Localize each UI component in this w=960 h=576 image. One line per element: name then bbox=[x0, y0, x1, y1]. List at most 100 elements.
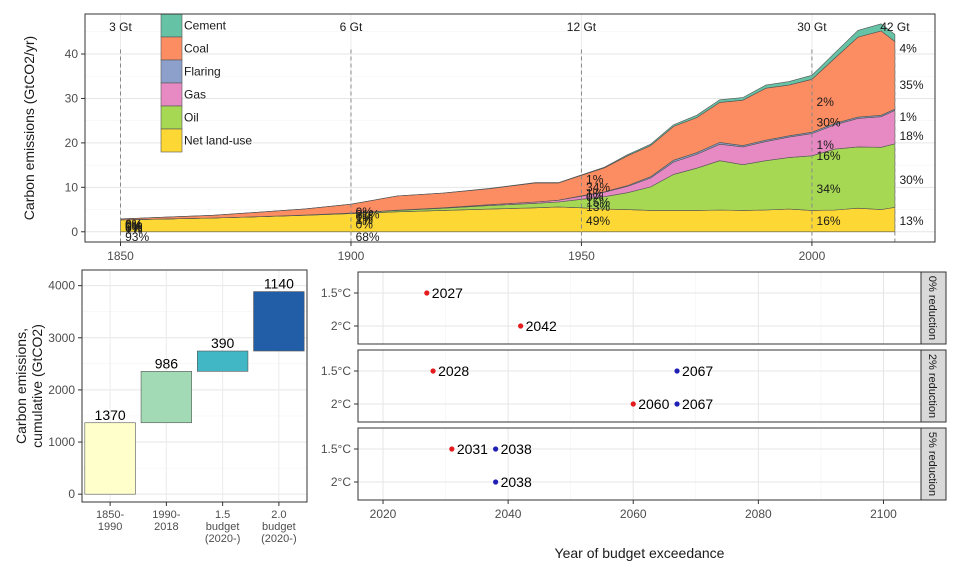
y-tick-label: 0 bbox=[68, 487, 75, 501]
facet-panel: 2031 2038 2038 5% reduction 1.5°C 2°C bbox=[321, 427, 947, 501]
facet-strip-label: 5% reduction bbox=[926, 432, 938, 496]
panel-background bbox=[358, 428, 921, 500]
percent-label: 1% bbox=[900, 110, 918, 124]
point-label: 2027 bbox=[432, 285, 463, 301]
percent-label: 0% bbox=[356, 218, 374, 232]
x-tick-label: 2100 bbox=[870, 507, 897, 521]
percent-label: 3% bbox=[125, 220, 143, 234]
point-label: 2031 bbox=[457, 441, 488, 457]
percent-label: 34% bbox=[586, 180, 610, 194]
legend-key bbox=[160, 36, 183, 61]
exceedance-chart: 2027 2042 0% reduction 1.5°C 2°C 2028 2067 2060… bbox=[321, 271, 947, 561]
point-label: 2067 bbox=[682, 396, 713, 412]
scatter-point bbox=[674, 401, 680, 407]
y-tick-label: 2°C bbox=[331, 475, 351, 489]
area-chart: 3 Gt 6 Gt 12 Gt 30 Gt 42 Gt0%3%1%0%0%0%93%0%… bbox=[21, 13, 936, 263]
point-label: 2067 bbox=[682, 363, 713, 379]
y-tick-label: 40 bbox=[65, 47, 79, 61]
facet-strip bbox=[920, 427, 947, 501]
waterfall-bar bbox=[140, 371, 192, 424]
waterfall-bar bbox=[197, 350, 249, 372]
percent-label: 93% bbox=[125, 230, 149, 244]
percent-label: 30% bbox=[817, 115, 841, 129]
percent-label: 1% bbox=[586, 187, 604, 201]
percent-label: 1% bbox=[125, 223, 143, 237]
percent-label: 13% bbox=[586, 200, 610, 214]
y-tick-label: 20 bbox=[65, 136, 79, 150]
scatter-point bbox=[430, 368, 436, 374]
facet-strip bbox=[920, 271, 947, 345]
facet-strip-label: 2% reduction bbox=[926, 354, 938, 418]
point-label: 2060 bbox=[638, 396, 669, 412]
y-tick-label: 2°C bbox=[331, 319, 351, 333]
bar-value-label: 390 bbox=[211, 335, 235, 351]
panel-border bbox=[84, 13, 936, 243]
y-tick-label: 2000 bbox=[48, 383, 75, 397]
x-tick-label: 2000 bbox=[799, 249, 826, 263]
scatter-point bbox=[674, 368, 680, 374]
percent-label: 0% bbox=[356, 210, 374, 224]
y-tick-label: 3000 bbox=[48, 331, 75, 345]
percent-label: 68% bbox=[356, 230, 380, 244]
x-tick-label: 2080 bbox=[745, 507, 772, 521]
x-tick-label: 1.5 budget (2020-) bbox=[205, 509, 240, 545]
bar-value-label: 986 bbox=[155, 355, 179, 371]
facet-panel: 2028 2067 2060 2067 2% reduction 1.5°C 2°C bbox=[321, 349, 947, 423]
y-axis-label: Carbon emissions (GtCO2/yr) bbox=[21, 36, 37, 220]
percent-label: 16% bbox=[817, 214, 841, 228]
scatter-point bbox=[630, 401, 636, 407]
legend-key bbox=[160, 105, 183, 130]
y-tick-label: 30 bbox=[65, 91, 79, 105]
point-label: 2042 bbox=[526, 318, 557, 334]
bar-value-label: 1140 bbox=[264, 276, 294, 292]
legend-label: Gas bbox=[184, 88, 206, 102]
x-tick-label: 2040 bbox=[495, 507, 522, 521]
percent-label: 0% bbox=[586, 190, 604, 204]
y-tick-label: 1000 bbox=[48, 435, 75, 449]
x-tick-label: 2060 bbox=[620, 507, 647, 521]
vline-label: 30 Gt bbox=[797, 20, 827, 34]
percent-label: 49% bbox=[586, 214, 610, 228]
x-axis-label: Year of budget exceedance bbox=[555, 545, 725, 561]
x-tick-label: 1950 bbox=[568, 249, 595, 263]
percent-label: 35% bbox=[900, 78, 924, 92]
vline-label: 12 Gt bbox=[567, 20, 597, 34]
scatter-point bbox=[493, 446, 499, 452]
y-tick-label: 1.5°C bbox=[321, 442, 351, 456]
percent-label: 1% bbox=[817, 138, 835, 152]
percent-label: 18% bbox=[900, 129, 924, 143]
scatter-point bbox=[518, 323, 524, 329]
percent-label: 16% bbox=[817, 149, 841, 163]
vline-label: 3 Gt bbox=[109, 20, 132, 34]
area-cement bbox=[120, 23, 896, 220]
vline-label: 42 Gt bbox=[880, 20, 910, 34]
x-tick-label: 1990-2018 bbox=[152, 509, 180, 533]
legend-key bbox=[160, 128, 183, 153]
vline-label: 6 Gt bbox=[340, 20, 363, 34]
legend-label: Net land-use bbox=[184, 134, 252, 148]
y-tick-label: 10 bbox=[65, 180, 79, 194]
percent-label: 0% bbox=[125, 219, 143, 233]
percent-label: 4% bbox=[900, 42, 918, 56]
percent-label: 0% bbox=[125, 218, 143, 232]
percent-label: 1% bbox=[586, 172, 604, 186]
bar-value-label: 1370 bbox=[95, 407, 126, 423]
x-tick-label: 1850-1990 bbox=[96, 509, 124, 533]
percent-label: 0% bbox=[125, 217, 143, 231]
panel-background bbox=[358, 272, 921, 344]
y-axis-label: Carbon emissions,cumulative (GtCO2) bbox=[13, 324, 45, 448]
percent-label: 31% bbox=[356, 207, 380, 221]
percent-label: 30% bbox=[900, 173, 924, 187]
legend-key bbox=[160, 59, 183, 84]
percent-label: 1% bbox=[356, 211, 374, 225]
scatter-point bbox=[493, 479, 499, 485]
legend-label: Cement bbox=[184, 19, 227, 33]
legend-key bbox=[160, 13, 183, 38]
panel-background bbox=[358, 350, 921, 422]
scatter-point bbox=[449, 446, 455, 452]
point-label: 2038 bbox=[501, 441, 532, 457]
percent-label: 1% bbox=[356, 213, 374, 227]
waterfall-chart: 1370 986 390 1140 0 1000 2000 3000 4000 1850-1990… bbox=[13, 269, 308, 545]
y-tick-label: 1.5°C bbox=[321, 364, 351, 378]
